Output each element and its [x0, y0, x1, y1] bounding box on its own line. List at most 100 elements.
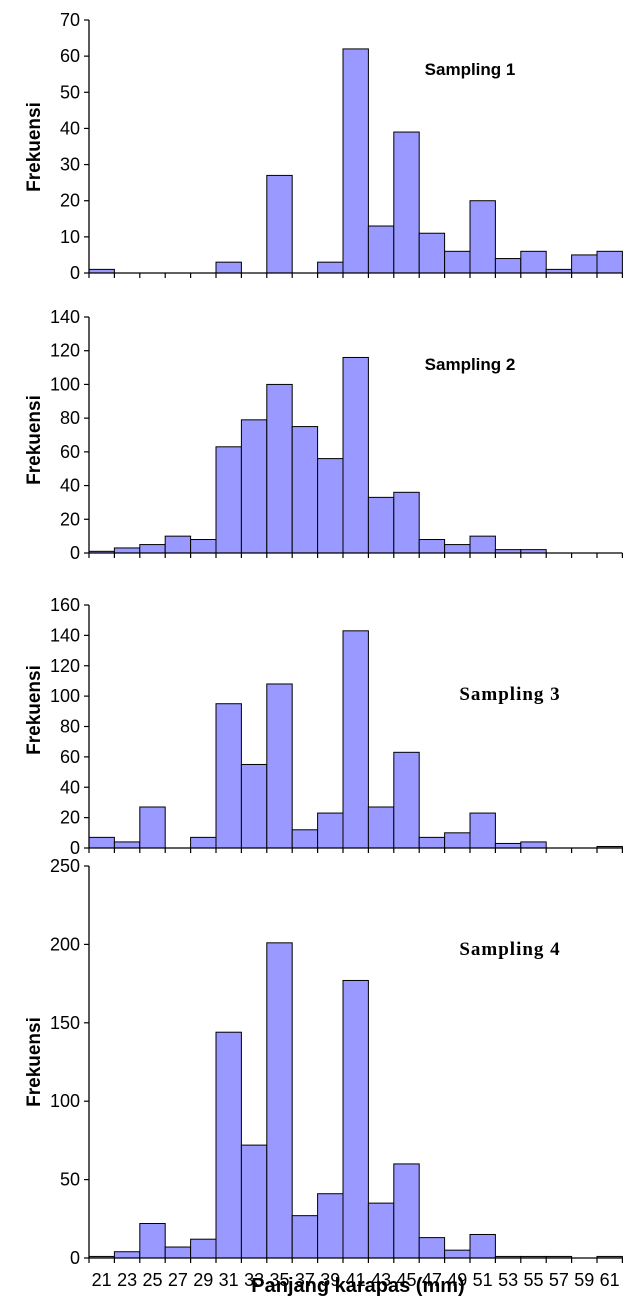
histogram-bar	[215, 446, 242, 554]
histogram-bar	[240, 1144, 268, 1259]
histogram-bar	[393, 491, 420, 554]
x-tick-label: 29	[193, 1270, 213, 1290]
y-tick-label: 120	[50, 341, 80, 361]
histogram-bar	[520, 250, 547, 274]
histogram-bar	[342, 630, 369, 849]
y-tick-label: 20	[60, 509, 80, 529]
y-tick-label: 30	[60, 155, 80, 175]
y-tick-label: 40	[60, 476, 80, 496]
histogram-bar	[393, 1163, 420, 1259]
y-tick-label: 140	[50, 625, 80, 645]
histogram-bar	[342, 356, 369, 554]
x-tick-label: 33	[244, 1270, 264, 1290]
histogram-bar	[113, 547, 141, 554]
histogram-bar	[139, 806, 166, 849]
y-tick-label: 70	[60, 10, 80, 30]
histogram-bar	[367, 1202, 395, 1259]
histogram-bar	[240, 763, 268, 849]
y-tick-label: 50	[60, 1170, 80, 1190]
histogram-bar	[393, 751, 420, 849]
x-tick-label: 53	[498, 1270, 518, 1290]
x-tick-label: 51	[473, 1270, 493, 1290]
histogram-bar	[469, 812, 496, 849]
y-tick-label: 60	[60, 46, 80, 66]
histogram-bar	[596, 250, 623, 274]
histogram-bar	[88, 836, 115, 849]
chart-title: Sampling 4	[459, 939, 560, 960]
y-tick-label: 100	[50, 1091, 80, 1111]
histogram-bar	[494, 842, 522, 849]
histogram-bar	[291, 426, 319, 554]
x-tick-label: 35	[269, 1270, 289, 1290]
x-tick-label: 61	[600, 1270, 620, 1290]
x-tick-label: 37	[295, 1270, 315, 1290]
histogram-bar	[342, 979, 369, 1259]
histogram-bar	[266, 383, 293, 554]
y-axis-label: Frekuensi	[24, 665, 45, 755]
x-tick-label: 23	[117, 1270, 137, 1290]
y-tick-label: 40	[60, 777, 80, 797]
histogram-bar	[469, 1233, 496, 1259]
chart-panel-3: 0 20 40 60 80 100 120 140 160 Frekuensi Sampling 3	[24, 595, 624, 858]
y-tick-label: 100	[50, 686, 80, 706]
y-axis-label: Frekuensi	[24, 395, 45, 485]
x-tick-label: 43	[371, 1270, 391, 1290]
x-tick-label: 57	[549, 1270, 569, 1290]
histogram-bar	[469, 200, 496, 274]
y-tick-label: 80	[60, 408, 80, 428]
histogram-bar	[571, 254, 598, 274]
chart-panel-2: 0 20 40 60 80 100 120 140 Frekuensi Sampling 2	[24, 307, 624, 563]
histogram-bar	[291, 829, 319, 849]
y-tick-label: 50	[60, 82, 80, 102]
histogram-bar	[367, 225, 395, 274]
y-tick-label: 0	[70, 543, 80, 563]
y-tick-label: 0	[70, 838, 80, 858]
histogram-bar	[444, 544, 471, 554]
histogram-bar	[215, 703, 242, 849]
histogram-bar	[215, 261, 242, 274]
y-tick-label: 20	[60, 808, 80, 828]
y-tick-label: 100	[50, 374, 80, 394]
histogram-bar	[418, 232, 446, 274]
histogram-bar	[418, 1237, 446, 1259]
histogram-bar	[444, 1249, 471, 1259]
histogram-bar	[317, 812, 344, 849]
histogram-bar	[266, 942, 293, 1259]
histogram-bar	[520, 841, 547, 849]
histogram-bar	[317, 261, 344, 274]
y-tick-label: 60	[60, 747, 80, 767]
y-tick-label: 140	[50, 307, 80, 327]
y-tick-label: 120	[50, 656, 80, 676]
histogram-bar	[190, 836, 217, 849]
x-tick-label: 59	[574, 1270, 594, 1290]
histogram-bar	[291, 1215, 319, 1259]
x-tick-label: 45	[396, 1270, 416, 1290]
x-tick-label: 25	[142, 1270, 162, 1290]
y-tick-label: 160	[50, 595, 80, 615]
chart-title: Sampling 3	[459, 684, 560, 705]
histogram-bar	[113, 841, 141, 849]
y-tick-label: 0	[70, 263, 80, 283]
x-tick-label: 49	[447, 1270, 467, 1290]
x-tick-label: 39	[320, 1270, 340, 1290]
histogram-bar	[444, 832, 471, 849]
y-tick-label: 40	[60, 118, 80, 138]
y-axis-label: Frekuensi	[24, 102, 45, 192]
y-tick-label: 10	[60, 227, 80, 247]
histogram-bar	[113, 1251, 141, 1259]
histogram-bar	[444, 250, 471, 274]
x-tick-label: 41	[346, 1270, 366, 1290]
histogram-bar	[190, 1238, 217, 1259]
y-axis-label: Frekuensi	[24, 1017, 45, 1107]
histogram-bar	[266, 683, 293, 849]
histogram-bar	[164, 1246, 192, 1259]
y-tick-label: 20	[60, 191, 80, 211]
x-tick-label: 21	[92, 1270, 112, 1290]
histogram-bar	[139, 544, 166, 554]
y-tick-label: 200	[50, 934, 80, 954]
histogram-bar	[469, 535, 496, 554]
histogram-bar	[418, 836, 446, 849]
histogram-bar	[190, 539, 217, 554]
histogram-bar	[418, 539, 446, 554]
